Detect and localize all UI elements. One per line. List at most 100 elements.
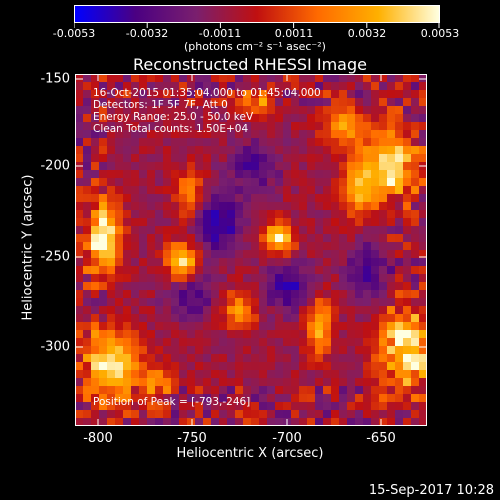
- image-pixel: [227, 202, 236, 211]
- image-pixel: [323, 138, 332, 147]
- image-pixel: [419, 122, 427, 131]
- timestamp: 15-Sep-2017 10:28: [368, 483, 494, 498]
- image-pixel: [243, 218, 252, 227]
- image-pixel: [363, 186, 372, 195]
- image-pixel: [331, 386, 340, 395]
- image-pixel: [187, 410, 196, 419]
- image-pixel: [75, 386, 84, 395]
- image-pixel: [139, 202, 148, 211]
- image-pixel: [283, 282, 292, 291]
- image-pixel: [187, 82, 196, 91]
- image-pixel: [363, 378, 372, 387]
- image-pixel: [283, 122, 292, 131]
- image-pixel: [203, 274, 212, 283]
- image-pixel: [315, 194, 324, 203]
- image-pixel: [107, 226, 116, 235]
- colorbar-tick-label: -0.0032: [125, 27, 169, 40]
- image-pixel: [195, 106, 204, 115]
- image-pixel: [91, 122, 100, 131]
- image-pixel: [411, 226, 420, 235]
- image-pixel: [155, 330, 164, 339]
- image-pixel: [75, 98, 84, 107]
- image-pixel: [419, 74, 427, 83]
- image-pixel: [395, 122, 404, 131]
- image-pixel: [235, 290, 244, 299]
- image-pixel: [227, 106, 236, 115]
- image-pixel: [363, 210, 372, 219]
- image-pixel: [339, 322, 348, 331]
- image-pixel: [123, 122, 132, 131]
- image-pixel: [163, 106, 172, 115]
- image-pixel: [299, 306, 308, 315]
- image-pixel: [235, 226, 244, 235]
- image-pixel: [91, 418, 100, 426]
- image-pixel: [251, 266, 260, 275]
- image-pixel: [99, 266, 108, 275]
- image-pixel: [187, 394, 196, 403]
- image-pixel: [363, 98, 372, 107]
- image-pixel: [291, 226, 300, 235]
- image-pixel: [171, 210, 180, 219]
- image-pixel: [403, 402, 412, 411]
- image-pixel: [283, 226, 292, 235]
- image-pixel: [339, 170, 348, 179]
- image-pixel: [379, 114, 388, 123]
- image-pixel: [171, 266, 180, 275]
- image-pixel: [371, 274, 380, 283]
- image-pixel: [91, 402, 100, 411]
- image-pixel: [395, 258, 404, 267]
- image-pixel: [259, 370, 268, 379]
- image-pixel: [211, 122, 220, 131]
- image-pixel: [91, 98, 100, 107]
- image-pixel: [163, 402, 172, 411]
- image-pixel: [259, 234, 268, 243]
- image-pixel: [339, 82, 348, 91]
- image-pixel: [339, 210, 348, 219]
- image-pixel: [227, 402, 236, 411]
- image-pixel: [195, 170, 204, 179]
- image-pixel: [419, 170, 427, 179]
- image-pixel: [323, 178, 332, 187]
- image-pixel: [163, 354, 172, 363]
- image-pixel: [339, 258, 348, 267]
- image-pixel: [307, 266, 316, 275]
- image-pixel: [387, 138, 396, 147]
- image-pixel: [123, 370, 132, 379]
- image-pixel: [83, 90, 92, 99]
- image-pixel: [331, 322, 340, 331]
- image-pixel: [211, 82, 220, 91]
- image-pixel: [419, 98, 427, 107]
- image-pixel: [107, 274, 116, 283]
- image-pixel: [123, 74, 132, 83]
- image-pixel: [355, 314, 364, 323]
- image-pixel: [131, 258, 140, 267]
- image-pixel: [107, 74, 116, 83]
- image-pixel: [115, 210, 124, 219]
- image-pixel: [211, 178, 220, 187]
- image-pixel: [299, 178, 308, 187]
- image-pixel: [227, 226, 236, 235]
- image-pixel: [339, 418, 348, 426]
- image-pixel: [235, 106, 244, 115]
- image-pixel: [323, 290, 332, 299]
- image-pixel: [251, 394, 260, 403]
- image-pixel: [115, 370, 124, 379]
- image-pixel: [275, 194, 284, 203]
- image-pixel: [227, 178, 236, 187]
- image-pixel: [179, 274, 188, 283]
- image-pixel: [115, 186, 124, 195]
- image-pixel: [219, 298, 228, 307]
- image-pixel: [307, 258, 316, 267]
- image-pixel: [259, 346, 268, 355]
- image-pixel: [371, 178, 380, 187]
- image-pixel: [339, 194, 348, 203]
- image-pixel: [331, 402, 340, 411]
- image-pixel: [395, 106, 404, 115]
- x-axis-title: Heliocentric X (arcsec): [176, 446, 324, 461]
- image-pixel: [259, 114, 268, 123]
- image-pixel: [155, 306, 164, 315]
- image-pixel: [219, 194, 228, 203]
- image-pixel: [267, 354, 276, 363]
- image-pixel: [283, 386, 292, 395]
- image-pixel: [347, 234, 356, 243]
